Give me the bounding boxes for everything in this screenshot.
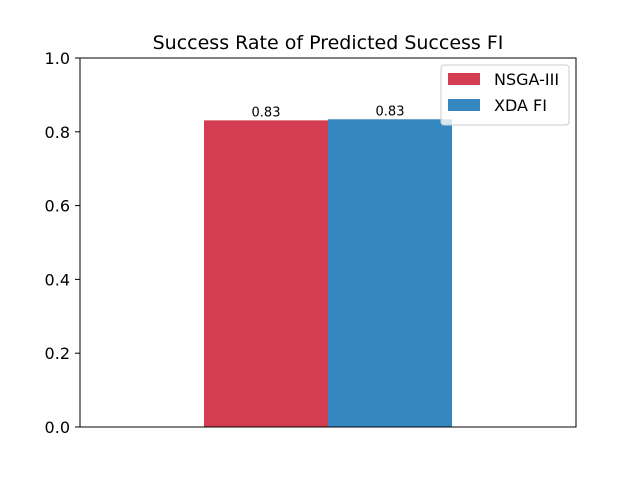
bar-nsga-iii: [204, 120, 328, 428]
bar-value-label: 0.83: [252, 105, 281, 120]
plot-area-frame: [79, 57, 577, 428]
legend-label: XDA FI: [494, 96, 547, 115]
bar-value-label: 0.83: [376, 104, 405, 119]
y-axis: 0.0 0.2 0.4 0.6 0.8 1.0: [45, 49, 80, 437]
y-tick-label: 0.8: [45, 123, 70, 142]
legend: NSGA-III XDA FI: [440, 64, 570, 126]
y-tick-label: 0.0: [45, 418, 70, 437]
y-tick-label: 0.2: [45, 344, 70, 363]
y-tick-label: 0.6: [45, 197, 70, 216]
bars-layer: [204, 119, 452, 428]
chart-title: Success Rate of Predicted Success FI: [153, 32, 504, 54]
data-labels-layer: 0.83 0.83: [252, 104, 405, 120]
bar-xda-fi: [328, 119, 452, 427]
legend-label: NSGA-III: [494, 70, 559, 89]
legend-swatch: [448, 99, 480, 111]
y-tick-label: 0.4: [45, 270, 70, 289]
y-tick-label: 1.0: [45, 49, 70, 68]
legend-swatch: [448, 73, 480, 85]
